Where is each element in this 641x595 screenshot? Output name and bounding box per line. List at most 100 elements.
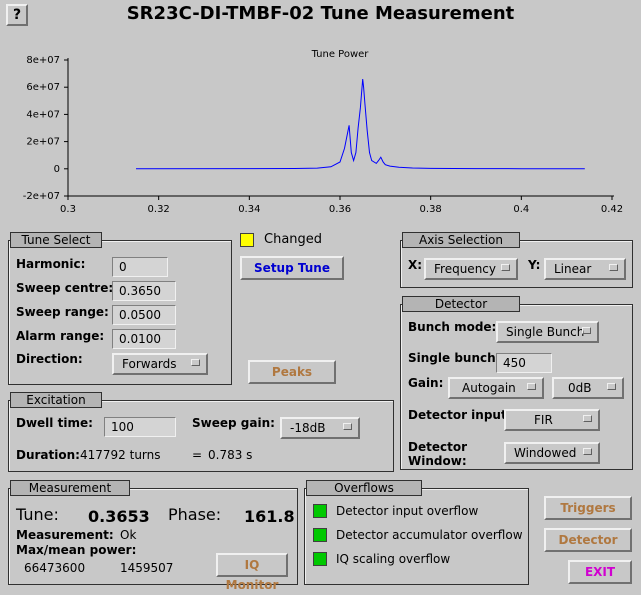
sweep-range-label: Sweep range: (16, 305, 109, 319)
menu-indicator-icon (583, 415, 592, 422)
menu-indicator-icon (607, 383, 616, 390)
window-title: SR23C-DI-TMBF-02 Tune Measurement (126, 3, 515, 24)
detector-button[interactable]: Detector (544, 528, 632, 552)
sweep-centre-label: Sweep centre: (16, 281, 114, 295)
direction-label: Direction: (16, 352, 83, 366)
duration-seconds: 0.783 s (208, 448, 253, 462)
harmonic-label: Harmonic: (16, 257, 86, 271)
menu-indicator-icon (527, 383, 536, 390)
duration-label: Duration: (16, 448, 80, 462)
gain-db-menu[interactable]: 0dB (552, 377, 624, 399)
sweep-gain-label: Sweep gain: (192, 416, 275, 430)
chart-axes: 0.3 0.32 0.34 0.36 0.38 0.4 0.42 -2e+07 0 2e+07 4e… (23, 55, 623, 215)
gain-mode-menu[interactable]: Autogain (448, 377, 544, 399)
phase-label: Phase: (168, 505, 222, 524)
duration-equals: = (192, 448, 203, 462)
chart-title: Tune Power (311, 49, 370, 60)
direction-value: Forwards (122, 357, 177, 371)
sweep-range-field[interactable]: 0.0500 (112, 305, 176, 325)
axis-selection-title: Axis Selection (402, 232, 520, 248)
x-axis-menu[interactable]: Frequency (424, 258, 518, 280)
max-power-value: 66473600 (24, 561, 86, 575)
x-axis-label: X: (408, 258, 423, 272)
y-axis-value: Linear (554, 262, 592, 276)
gain-mode-value: Autogain (462, 381, 516, 395)
menu-indicator-icon (583, 448, 592, 455)
harmonic-field[interactable]: 0 (112, 257, 168, 277)
setup-tune-button[interactable]: Setup Tune (240, 256, 344, 280)
tune-power-chart: Tune Power 0.3 0.32 0.34 0.36 0.38 0.4 0.42 -2e… (23, 49, 623, 215)
dwell-time-label: Dwell time: (16, 416, 93, 430)
measurement-status: Ok (120, 528, 137, 542)
menu-indicator-icon (582, 327, 591, 334)
bunch-mode-menu[interactable]: Single Bunch (496, 321, 599, 343)
power-label: Max/mean power: (16, 543, 137, 557)
overflow-led-iq-scaling (313, 552, 327, 566)
x-tick-label: 0.4 (513, 204, 529, 215)
sweep-gain-menu[interactable]: -18dB (280, 417, 360, 439)
single-bunch-field[interactable]: 450 (496, 353, 552, 373)
x-tick-label: 0.32 (148, 204, 170, 215)
menu-indicator-icon (191, 359, 200, 366)
changed-label: Changed (264, 232, 323, 247)
menu-indicator-icon (343, 423, 352, 430)
detector-window-label-1: Detector (408, 440, 467, 454)
menu-indicator-icon (609, 264, 618, 271)
y-axis-menu[interactable]: Linear (544, 258, 626, 280)
single-bunch-label: Single bunch: (408, 351, 501, 365)
bunch-mode-label: Bunch mode: (408, 320, 497, 334)
alarm-range-field[interactable]: 0.0100 (112, 329, 176, 349)
overflow-label-iq-scaling: IQ scaling overflow (336, 552, 451, 566)
y-tick-label: 0 (54, 164, 60, 175)
overflow-label-detector-input: Detector input overflow (336, 504, 479, 518)
overflow-label-detector-accumulator: Detector accumulator overflow (336, 528, 523, 542)
y-tick-label: 4e+07 (26, 109, 60, 120)
detector-input-menu[interactable]: FIR (504, 409, 600, 431)
x-tick-label: 0.38 (420, 204, 442, 215)
triggers-button[interactable]: Triggers (544, 496, 632, 520)
duration-turns: 417792 turns (80, 448, 161, 462)
overflows-panel (304, 488, 529, 585)
peaks-button[interactable]: Peaks (248, 360, 336, 384)
tune-label: Tune: (16, 505, 59, 524)
bunch-mode-value: Single Bunch (506, 325, 585, 339)
iq-monitor-button[interactable]: IQ Monitor (216, 553, 288, 592)
overflow-led-detector-input (313, 504, 327, 518)
dwell-time-field[interactable]: 100 (104, 417, 176, 437)
detector-window-label-2: Window: (408, 454, 467, 468)
tune-power-series (135, 78, 585, 170)
overflows-title: Overflows (306, 480, 422, 496)
exit-button[interactable]: EXIT (568, 560, 632, 584)
measurement-label: Measurement: (16, 528, 114, 542)
y-tick-label: 8e+07 (26, 55, 60, 66)
x-tick-label: 0.36 (329, 204, 351, 215)
sweep-gain-value: -18dB (290, 421, 326, 435)
excitation-title: Excitation (10, 392, 102, 408)
phase-value: 161.8 (244, 507, 295, 526)
y-tick-label: 6e+07 (26, 82, 60, 93)
detector-window-value: Windowed (514, 446, 577, 460)
measurement-title: Measurement (10, 480, 130, 496)
y-tick-label: 2e+07 (26, 137, 60, 148)
detector-title: Detector (402, 296, 520, 312)
detector-input-label: Detector input: (408, 408, 512, 422)
alarm-range-label: Alarm range: (16, 329, 105, 343)
y-tick-label: -2e+07 (23, 191, 60, 202)
mean-power-value: 1459507 (120, 561, 174, 575)
sweep-centre-field[interactable]: 0.3650 (112, 281, 176, 301)
help-button[interactable]: ? (6, 4, 28, 26)
x-tick-label: 0.3 (60, 204, 76, 215)
x-axis-value: Frequency (434, 262, 496, 276)
changed-led (240, 233, 254, 247)
overflow-led-detector-accumulator (313, 528, 327, 542)
y-axis-label: Y: (528, 258, 541, 272)
menu-indicator-icon (501, 264, 510, 271)
detector-input-value: FIR (534, 413, 553, 427)
gain-label: Gain: (408, 376, 444, 390)
tune-value: 0.3653 (88, 507, 150, 526)
gain-db-value: 0dB (568, 381, 592, 395)
x-tick-label: 0.34 (238, 204, 260, 215)
tune-select-title: Tune Select (10, 232, 102, 248)
detector-window-menu[interactable]: Windowed (504, 442, 600, 464)
direction-menu[interactable]: Forwards (112, 353, 208, 375)
